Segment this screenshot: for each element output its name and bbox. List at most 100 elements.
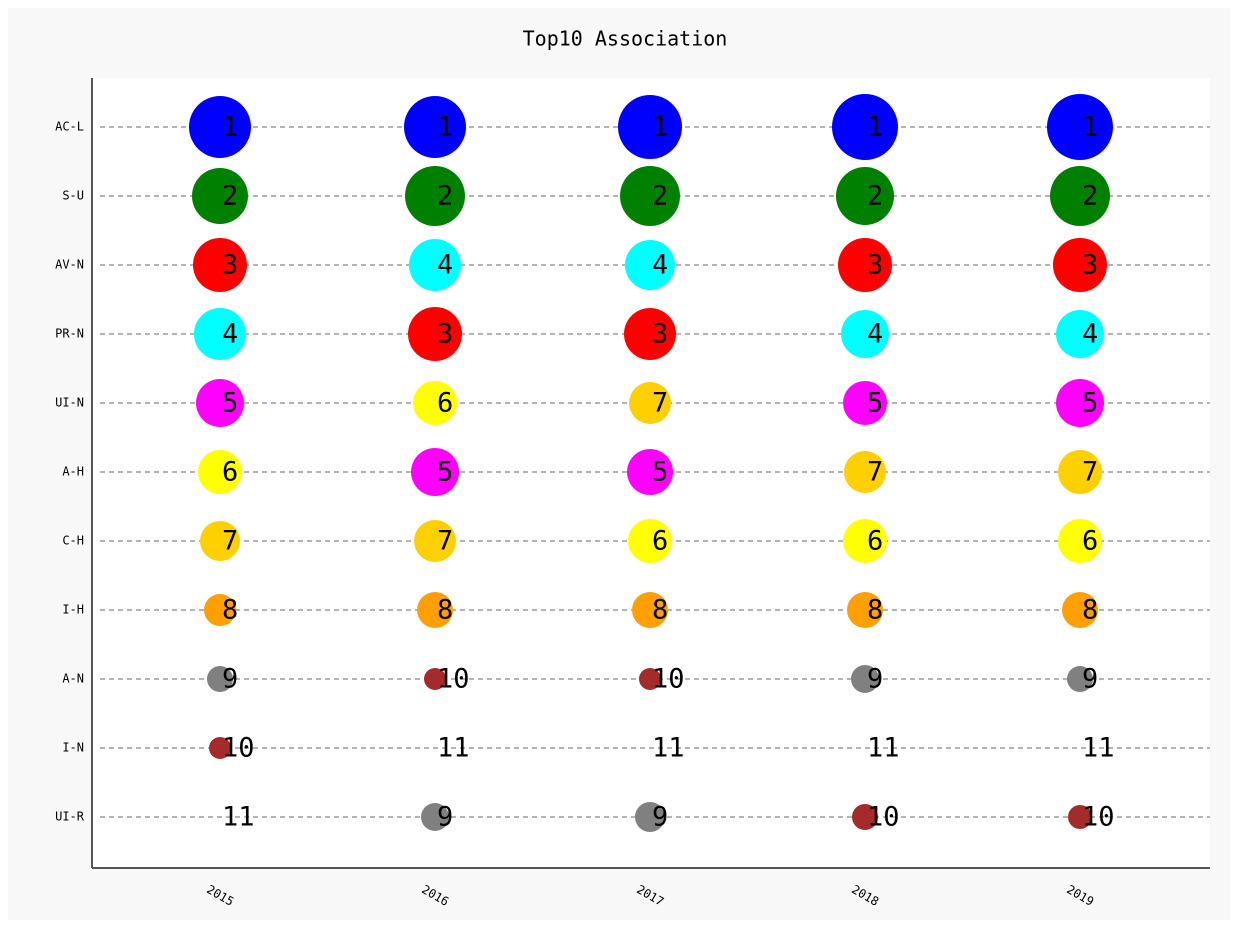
value-label: 9 <box>867 664 883 695</box>
bubble <box>204 594 236 626</box>
bubble <box>1058 519 1102 563</box>
y-tick-label: A-N <box>62 672 84 686</box>
bubble <box>192 168 248 224</box>
value-label: 10 <box>1082 802 1115 833</box>
y-tick-label: UI-N <box>55 396 84 410</box>
value-label: 2 <box>652 181 668 212</box>
bubble <box>620 166 680 226</box>
bubble <box>1047 94 1113 160</box>
value-label: 9 <box>1082 664 1098 695</box>
bubble <box>1067 666 1093 692</box>
value-label: 9 <box>652 802 668 833</box>
y-tick-label: AV-N <box>55 258 84 272</box>
bubble <box>1062 592 1098 628</box>
value-label: 3 <box>652 319 668 350</box>
value-label: 10 <box>222 733 255 764</box>
value-label: 8 <box>222 595 238 626</box>
y-tick-label: I-N <box>62 741 84 755</box>
value-label: 6 <box>437 388 453 419</box>
value-label: 4 <box>867 319 883 350</box>
value-label: 8 <box>1082 595 1098 626</box>
value-label: 4 <box>652 250 668 281</box>
bubble <box>408 307 462 361</box>
bubble <box>200 521 240 561</box>
marks: 1 1 1 1 12 2 2 2 23 4 4 3 34 3 3 4 45 6 7 5 56 5 5 7 77 7 6 6 68 8 8 8 8… <box>189 94 1115 833</box>
bubble <box>405 166 465 226</box>
value-label: 11 <box>222 802 255 833</box>
value-label: 11 <box>867 733 900 764</box>
value-label: 3 <box>222 250 238 281</box>
bubble <box>639 668 661 690</box>
bubble <box>1058 450 1102 494</box>
bubble <box>193 238 247 292</box>
y-tick-label: A-H <box>62 465 84 479</box>
value-label: 4 <box>437 250 453 281</box>
bubble <box>421 803 449 831</box>
value-label: 1 <box>652 112 668 143</box>
value-label: 5 <box>222 388 238 419</box>
value-label: 7 <box>652 388 668 419</box>
value-label: 2 <box>222 181 238 212</box>
value-label: 6 <box>222 457 238 488</box>
value-label: 9 <box>437 802 453 833</box>
value-label: 7 <box>1082 457 1098 488</box>
value-label: 7 <box>222 526 238 557</box>
bubble <box>194 308 246 360</box>
value-label: 4 <box>1082 319 1098 350</box>
value-label: 3 <box>1082 250 1098 281</box>
bubble <box>1056 310 1104 358</box>
value-label: 5 <box>652 457 668 488</box>
value-label: 5 <box>437 457 453 488</box>
value-label: 8 <box>437 595 453 626</box>
bubble <box>635 802 665 832</box>
value-label: 11 <box>1082 733 1115 764</box>
value-label: 1 <box>222 112 238 143</box>
bubble <box>417 592 453 628</box>
value-label: 6 <box>1082 526 1098 557</box>
value-label: 5 <box>867 388 883 419</box>
bubble <box>404 96 466 158</box>
value-label: 2 <box>1082 181 1098 212</box>
value-label: 8 <box>652 595 668 626</box>
bubble <box>409 239 461 291</box>
bubble <box>424 668 446 690</box>
bubble <box>851 665 879 693</box>
value-label: 11 <box>437 733 470 764</box>
bubble <box>414 520 456 562</box>
bubble <box>836 167 894 225</box>
value-label: 9 <box>222 664 238 695</box>
bubble <box>832 94 898 160</box>
bubble <box>207 666 233 692</box>
bubble <box>209 737 231 759</box>
y-tick-label: C-H <box>62 534 84 548</box>
chart-title: Top10 Association <box>523 27 728 51</box>
bubble <box>189 96 251 158</box>
value-label: 10 <box>867 802 900 833</box>
value-label: 2 <box>867 181 883 212</box>
grid <box>100 126 1210 818</box>
value-label: 2 <box>437 181 453 212</box>
bubble <box>1056 379 1104 427</box>
value-label: 3 <box>867 250 883 281</box>
bubble <box>1053 238 1107 292</box>
bubble <box>841 310 889 358</box>
bubble <box>847 592 883 628</box>
bubble <box>844 451 886 493</box>
bubble <box>411 448 459 496</box>
bubble <box>852 804 878 830</box>
value-label: 6 <box>652 526 668 557</box>
bubble <box>1068 805 1092 829</box>
value-label: 8 <box>867 595 883 626</box>
value-label: 1 <box>1082 112 1098 143</box>
value-label: 3 <box>437 319 453 350</box>
value-label: 11 <box>652 733 685 764</box>
value-label: 6 <box>867 526 883 557</box>
y-tick-label: PR-N <box>55 327 84 341</box>
bubble <box>198 450 242 494</box>
bubble <box>1050 166 1110 226</box>
y-tick-label: I-H <box>62 603 84 617</box>
bubble <box>843 519 887 563</box>
bubble <box>843 381 887 425</box>
bubble <box>628 519 672 563</box>
y-tick-label: AC-L <box>55 120 84 134</box>
